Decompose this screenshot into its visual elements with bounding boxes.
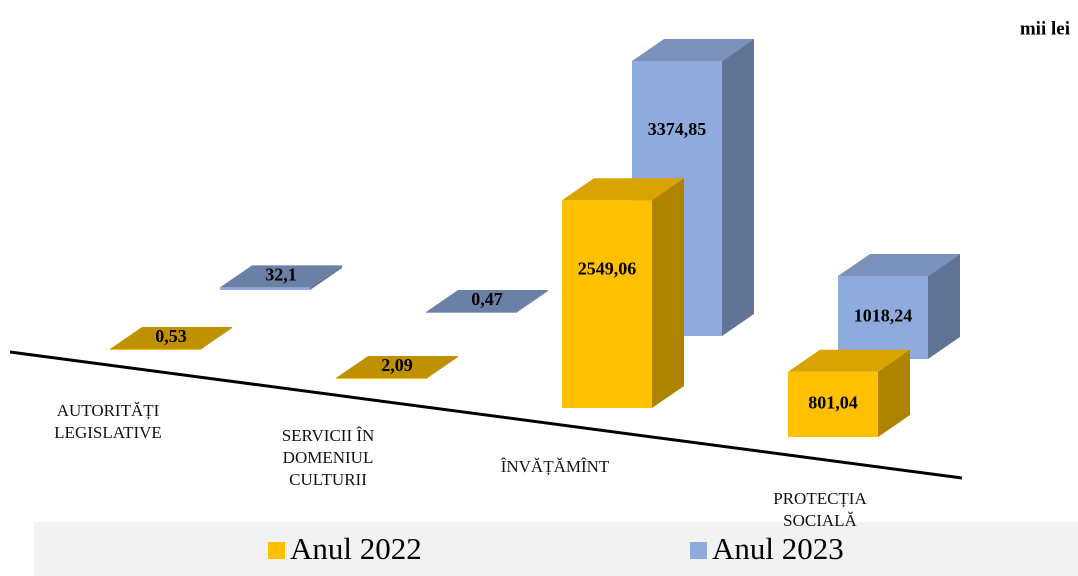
category-label: AUTORITĂȚI LEGISLATIVE: [54, 401, 162, 442]
bar: [788, 349, 910, 437]
value-label: 801,04: [808, 392, 858, 412]
category-label: ÎNVĂȚĂMÎNT: [500, 457, 610, 476]
bar: [336, 356, 458, 379]
value-label: 3374,85: [648, 119, 707, 139]
unit-label: mii lei: [1020, 18, 1070, 39]
bar-side: [200, 327, 232, 350]
bar-front: [336, 378, 426, 379]
bar-side: [878, 349, 910, 437]
bar-top: [788, 349, 910, 372]
value-label: 0,47: [471, 289, 503, 309]
value-label: 2549,06: [578, 258, 637, 278]
bar-top: [838, 254, 960, 277]
category-label: PROTECȚIA SOCIALĂ: [773, 489, 867, 530]
bar-top: [336, 356, 458, 378]
bar-front: [426, 312, 516, 313]
bar-front: [220, 287, 310, 290]
bar-top: [562, 178, 684, 201]
category-label: SERVICII ÎN DOMENIUL CULTURII: [281, 426, 375, 489]
bar-side: [928, 254, 960, 359]
bar-front: [110, 349, 200, 350]
bar-top: [632, 39, 754, 61]
legend-swatch: [690, 542, 707, 559]
bar-front: [562, 200, 652, 408]
bar-top: [220, 265, 342, 288]
legend-label: Anul 2022: [290, 531, 422, 566]
bar-side: [426, 356, 458, 379]
bar-side: [722, 39, 754, 336]
bar-side: [652, 178, 684, 408]
bar-front: [838, 276, 928, 359]
legend-box: [34, 522, 1078, 576]
bar: [426, 290, 548, 313]
legend-label: Anul 2023: [712, 531, 844, 566]
bar: [220, 265, 342, 290]
value-label: 32,1: [265, 265, 297, 285]
value-label: 2,09: [381, 355, 413, 375]
value-label: 1018,24: [854, 306, 913, 326]
bar: [838, 254, 960, 359]
legend-swatch: [268, 542, 285, 559]
bar-side: [310, 265, 342, 290]
value-label: 0,53: [155, 326, 187, 346]
bar-side: [516, 290, 548, 313]
bar: [562, 178, 684, 408]
bar-front: [788, 371, 878, 437]
floor-line: [9, 350, 963, 480]
bar: [110, 327, 232, 350]
bar-top: [110, 327, 232, 349]
bar-top: [426, 290, 548, 312]
